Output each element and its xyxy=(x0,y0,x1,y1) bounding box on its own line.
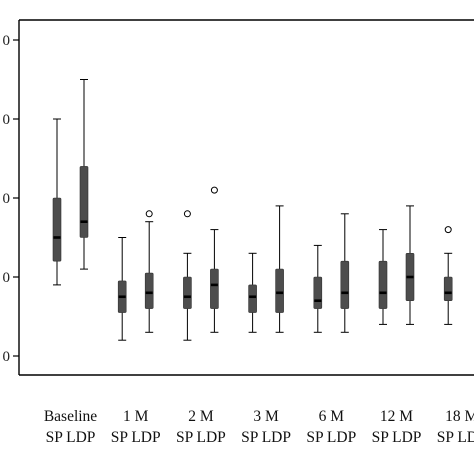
box-6-sp xyxy=(443,226,453,325)
group-label: 12 M xyxy=(380,408,413,425)
box-0-ldp xyxy=(79,79,89,270)
group-label: 2 M xyxy=(188,408,214,425)
box-4-sp xyxy=(313,244,323,333)
group-label: 18 M xyxy=(445,408,474,425)
iqr-box xyxy=(443,276,453,302)
iqr-box xyxy=(79,166,89,238)
x-axis-labels: Baseline SP LDP 1 M SP LDP 2 M SP LDP 3 M SP LD… xyxy=(44,408,474,446)
outlier-point xyxy=(183,210,191,218)
y-axis-ticks: 0 0 0 0 0 xyxy=(3,33,19,365)
iqr-box xyxy=(144,272,154,309)
y-tick-label: 0 xyxy=(3,270,11,286)
box-1-sp xyxy=(117,237,127,341)
boxes xyxy=(52,79,453,341)
box-4-ldp xyxy=(340,213,350,333)
member-label: SP LDP xyxy=(46,429,96,446)
member-label: SP LDP xyxy=(372,429,422,446)
iqr-box xyxy=(210,268,219,309)
box-5-sp xyxy=(378,229,388,325)
y-tick-label: 0 xyxy=(3,349,11,365)
box-5-ldp xyxy=(405,205,415,325)
group-label: 1 M xyxy=(123,408,149,425)
member-label: SP LDP xyxy=(306,429,356,446)
outlier-point xyxy=(145,210,153,218)
outlier-point xyxy=(444,226,452,234)
y-tick-label: 0 xyxy=(3,112,11,128)
group-label: Baseline xyxy=(44,408,97,425)
outlier-point xyxy=(210,186,218,194)
box-1-ldp xyxy=(144,210,154,333)
iqr-box xyxy=(183,276,192,309)
member-label: SP LDP xyxy=(176,429,226,446)
iqr-box xyxy=(340,260,350,309)
member-label: SP LDP xyxy=(437,429,474,446)
box-2-ldp xyxy=(210,186,219,333)
y-tick-label: 0 xyxy=(3,191,11,207)
iqr-box xyxy=(248,284,257,313)
member-label: SP LDP xyxy=(111,429,161,446)
iqr-box xyxy=(313,276,323,309)
box-3-ldp xyxy=(275,205,284,333)
iqr-box xyxy=(52,197,62,262)
group-label: 3 M xyxy=(253,408,279,425)
box-0-sp xyxy=(52,118,62,286)
member-label: SP LDP xyxy=(241,429,291,446)
box-3-sp xyxy=(248,252,257,333)
iqr-box xyxy=(378,260,388,309)
iqr-box xyxy=(275,268,284,313)
y-tick-label: 0 xyxy=(3,33,11,49)
group-label: 6 M xyxy=(319,408,345,425)
box-2-sp xyxy=(183,210,192,341)
